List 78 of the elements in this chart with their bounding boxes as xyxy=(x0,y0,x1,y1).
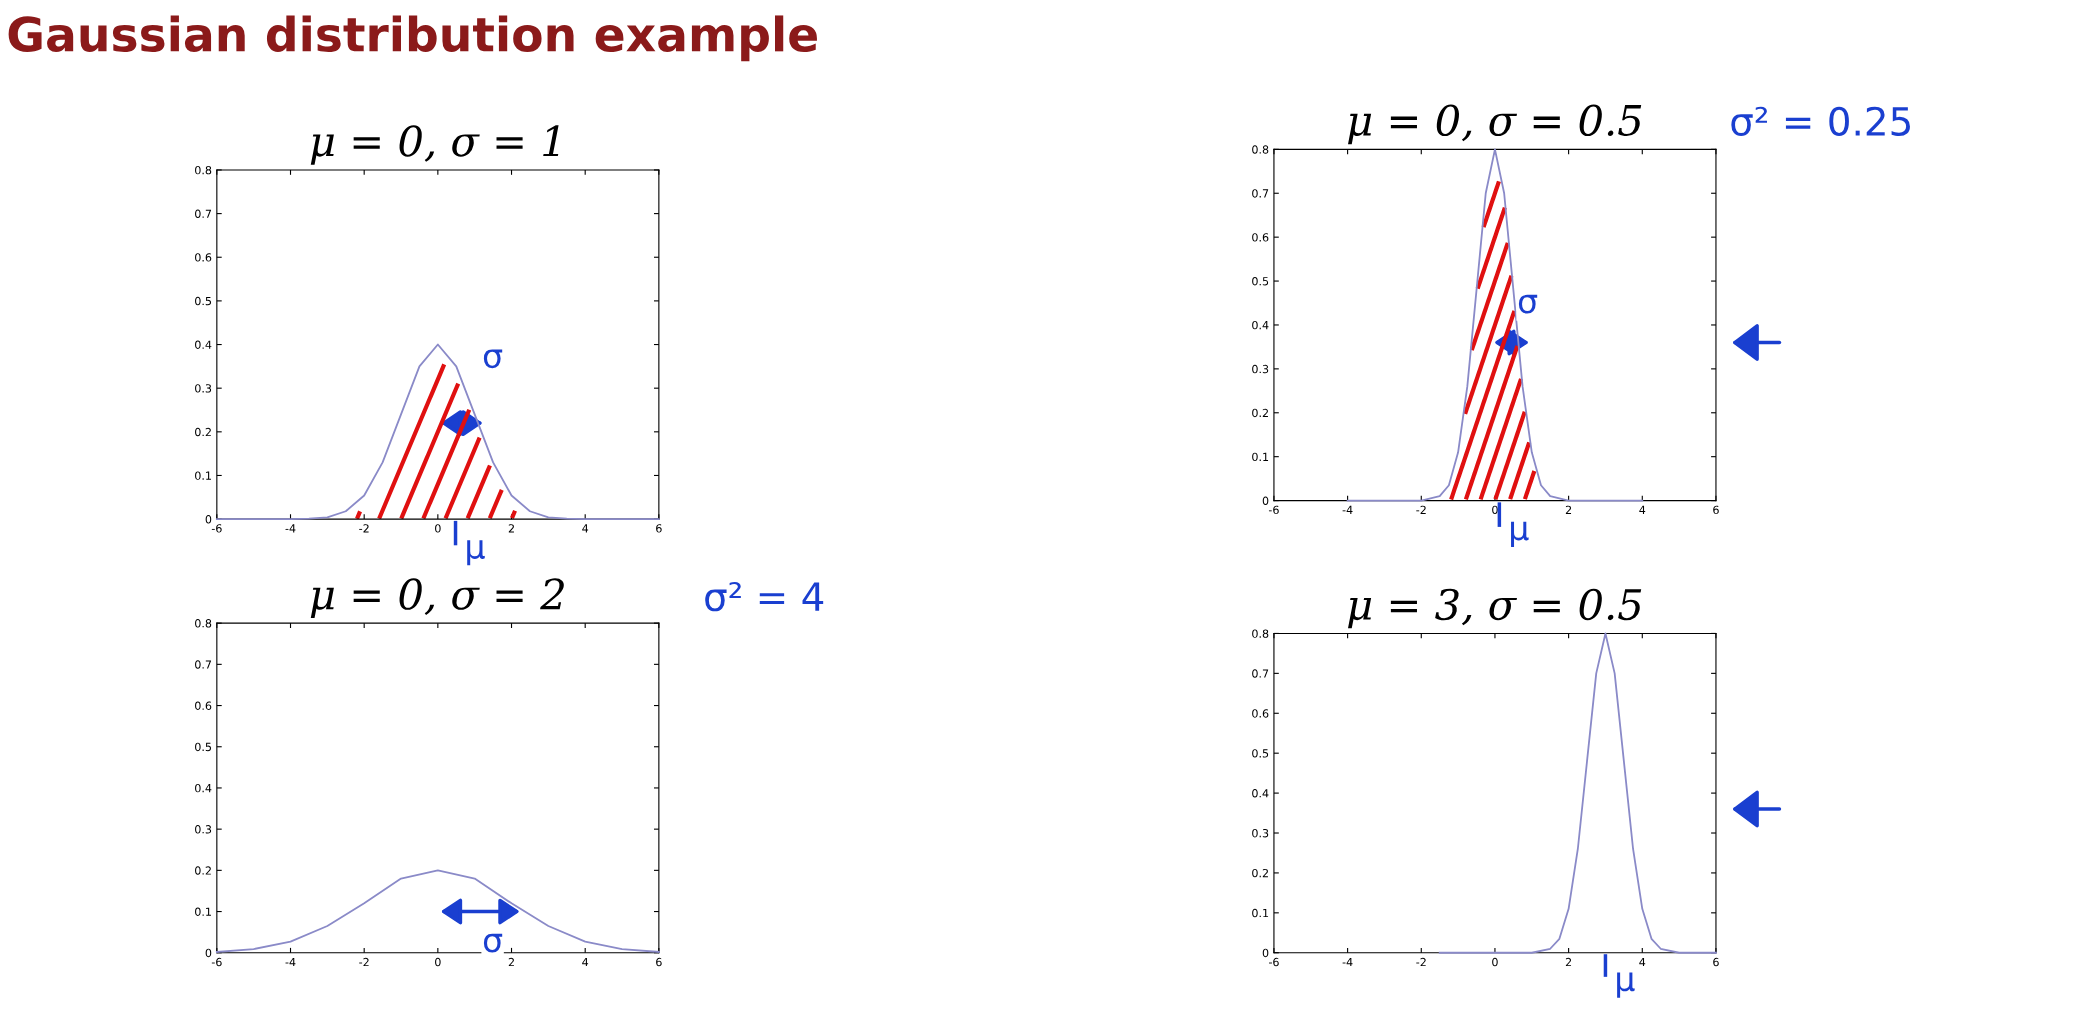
x-tick-label: 2 xyxy=(1565,505,1572,514)
y-tick-label: 0.3 xyxy=(1252,364,1269,374)
x-tick-label: -4 xyxy=(1342,957,1353,967)
y-tick-label: 0.3 xyxy=(195,825,212,834)
y-tick-label: 0 xyxy=(1262,496,1269,505)
annotation: σ xyxy=(1518,294,1538,314)
x-tick-label: 6 xyxy=(656,957,662,967)
y-tick-label: 0.5 xyxy=(1252,749,1269,758)
x-tick-label: 4 xyxy=(1639,505,1646,514)
y-tick-label: 0.8 xyxy=(1252,145,1269,154)
y-tick-label: 0.1 xyxy=(195,907,211,916)
y-tick-label: 0.2 xyxy=(1252,868,1268,878)
y-tick-label: 0 xyxy=(1262,948,1269,958)
y-tick-label: 0.7 xyxy=(1252,189,1269,198)
x-tick-label: -6 xyxy=(211,957,222,967)
x-tick-label: -2 xyxy=(359,524,369,533)
y-tick-label: 0.2 xyxy=(195,866,211,875)
x-tick-label: 4 xyxy=(582,524,589,533)
x-tick-label: 0 xyxy=(1492,505,1498,515)
x-tick-label: -6 xyxy=(211,524,222,533)
annotation: σ xyxy=(483,933,503,953)
y-tick-label: 0.1 xyxy=(1252,452,1269,462)
y-tick-label: 0.7 xyxy=(1252,669,1269,678)
x-tick-label: -4 xyxy=(1342,505,1353,514)
y-tick-label: 0.3 xyxy=(195,384,212,393)
y-tick-label: 0.8 xyxy=(195,619,212,628)
chart-title: μ = 0, σ = 0.5 xyxy=(1348,104,1642,145)
annotation: σ xyxy=(483,349,503,369)
text: σ² = 0.25 xyxy=(1731,106,1910,137)
x-tick-label: -6 xyxy=(1268,957,1279,967)
y-tick-label: 0.5 xyxy=(1252,277,1269,286)
y-tick-label: 0.4 xyxy=(195,783,212,793)
text: μ xyxy=(467,540,485,566)
y-tick-label: 0.4 xyxy=(1252,320,1269,330)
y-tick-label: 0.5 xyxy=(195,742,212,752)
y-tick-label: 0.7 xyxy=(195,209,212,218)
y-tick-label: 0.2 xyxy=(195,427,211,437)
x-tick-label: 0 xyxy=(435,524,441,533)
y-tick-label: 0 xyxy=(205,948,212,958)
y-tick-label: 0.7 xyxy=(195,660,212,669)
x-tick-label: -4 xyxy=(285,957,296,967)
text: σ² = 4 xyxy=(705,581,824,612)
x-tick-label: 2 xyxy=(1565,957,1572,967)
x-tick-label: 2 xyxy=(508,957,514,967)
y-tick-label: 0.4 xyxy=(195,340,212,349)
y-tick-label: 0.4 xyxy=(1252,789,1269,798)
y-tick-label: 0.6 xyxy=(195,701,212,710)
line-series xyxy=(1346,148,1644,502)
x-tick-label: -4 xyxy=(285,524,296,533)
chart-title: μ = 3, σ = 0.5 xyxy=(1348,588,1642,629)
y-tick-label: 0.3 xyxy=(1252,828,1269,838)
y-tick-label: 0.1 xyxy=(195,471,211,480)
chart-title: μ = 0, σ = 2 xyxy=(310,578,564,618)
text: μ xyxy=(1617,972,1635,998)
y-tick-label: 0.6 xyxy=(195,253,212,262)
x-tick-label: 4 xyxy=(582,957,589,967)
y-tick-label: 0.2 xyxy=(1252,408,1268,418)
x-tick-label: -6 xyxy=(1268,505,1279,515)
x-tick-label: 6 xyxy=(656,524,662,533)
x-tick-label: -2 xyxy=(1416,505,1426,514)
chart-title: μ = 0, σ = 1 xyxy=(310,125,559,165)
x-tick-label: 0 xyxy=(435,957,441,967)
y-tick-label: 0.5 xyxy=(195,296,212,306)
x-tick-label: 6 xyxy=(1713,957,1719,967)
y-tick-label: 0 xyxy=(205,515,212,524)
x-tick-label: 2 xyxy=(508,524,514,533)
y-tick-label: 0.8 xyxy=(1252,629,1269,638)
y-tick-label: 0.8 xyxy=(195,165,212,175)
text: Gaussian distribution example xyxy=(8,15,817,62)
y-tick-label: 0.6 xyxy=(1252,709,1269,718)
x-tick-label: 0 xyxy=(1492,957,1498,967)
x-tick-label: 4 xyxy=(1639,957,1646,967)
y-tick-label: 0.6 xyxy=(1252,233,1269,242)
x-tick-label: -2 xyxy=(1416,957,1426,967)
text: μ xyxy=(1511,521,1529,547)
x-tick-label: 6 xyxy=(1713,505,1719,515)
y-tick-label: 0.1 xyxy=(1252,908,1269,918)
x-tick-label: -2 xyxy=(359,957,369,967)
